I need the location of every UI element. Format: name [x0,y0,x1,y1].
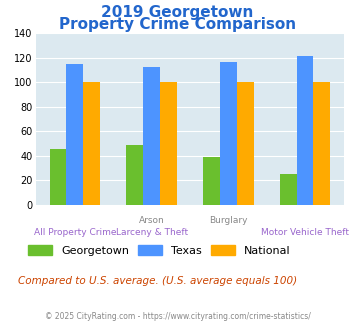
Text: Larceny & Theft: Larceny & Theft [115,228,188,237]
Bar [313,82,330,205]
Bar [296,56,313,205]
Bar [83,82,100,205]
Text: Arson: Arson [139,216,164,225]
Text: © 2025 CityRating.com - https://www.cityrating.com/crime-statistics/: © 2025 CityRating.com - https://www.city… [45,312,310,321]
Bar [160,82,177,205]
Bar [143,67,160,205]
Bar [50,149,66,205]
Text: Compared to U.S. average. (U.S. average equals 100): Compared to U.S. average. (U.S. average … [18,276,297,285]
Bar [66,64,83,205]
Text: 2019 Georgetown: 2019 Georgetown [101,5,254,20]
Text: Motor Vehicle Theft: Motor Vehicle Theft [261,228,349,237]
Bar [220,62,237,205]
Bar [237,82,253,205]
Legend: Georgetown, Texas, National: Georgetown, Texas, National [23,240,295,260]
Bar [280,174,296,205]
Text: Property Crime Comparison: Property Crime Comparison [59,16,296,31]
Text: All Property Crime: All Property Crime [34,228,116,237]
Bar [203,157,220,205]
Text: Burglary: Burglary [209,216,247,225]
Bar [126,145,143,205]
